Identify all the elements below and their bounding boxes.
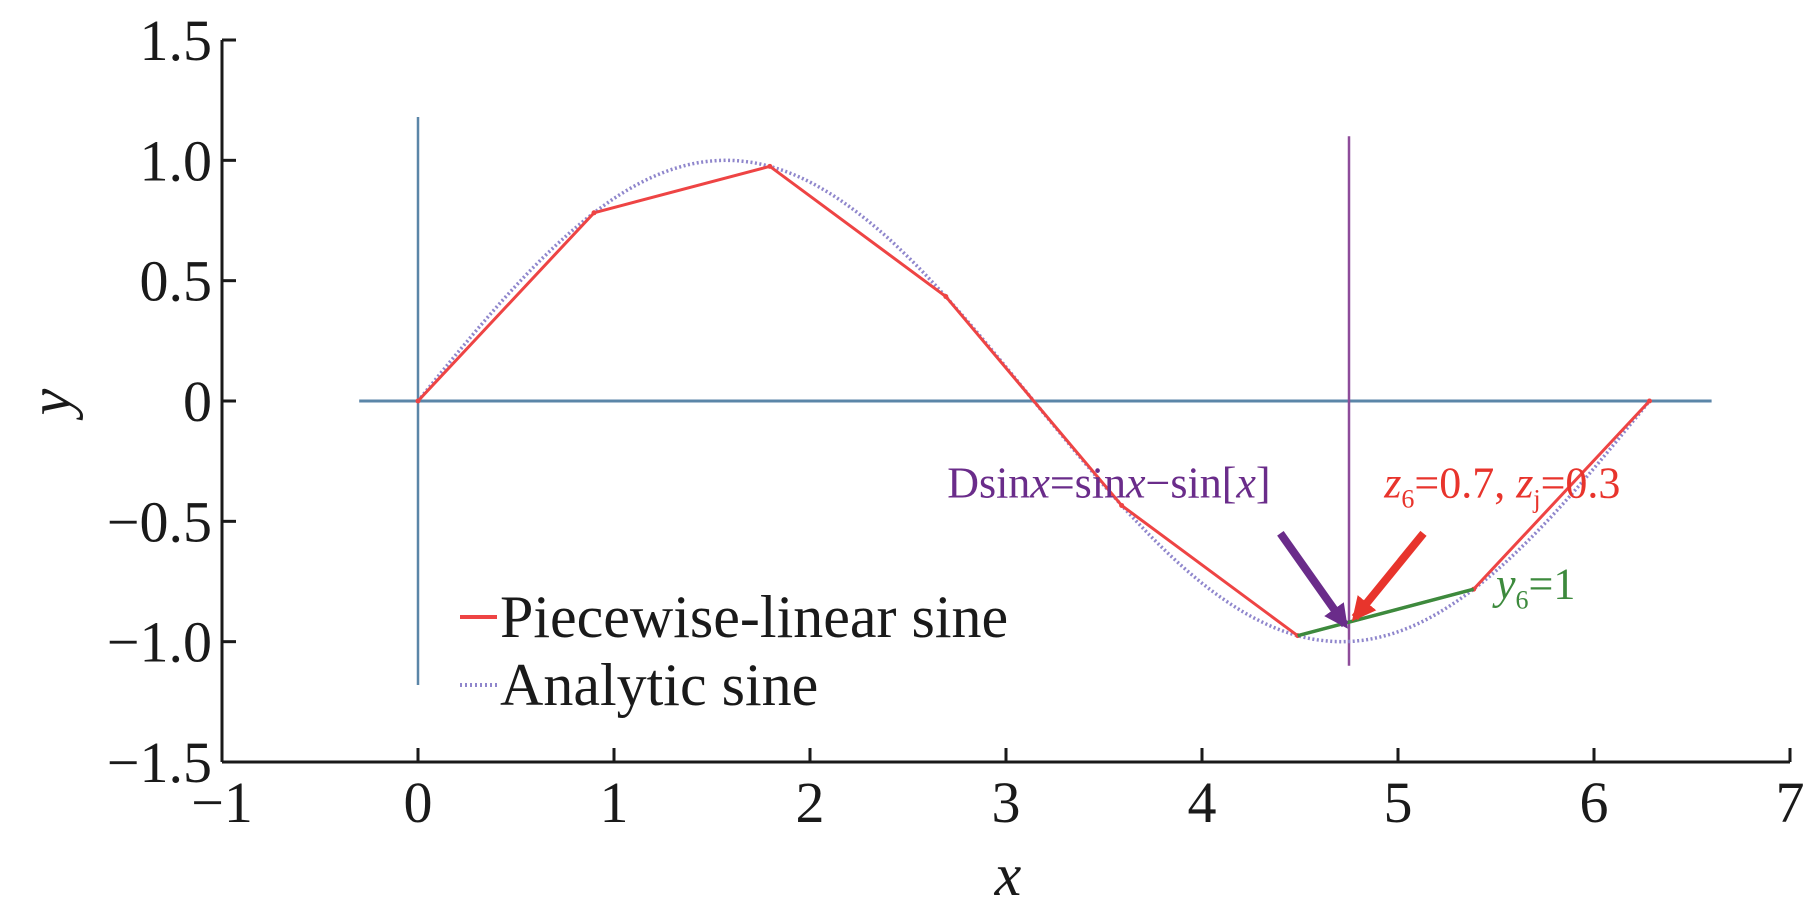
dsin-arrow	[1277, 531, 1349, 629]
y-tick-label: 0.5	[140, 249, 213, 314]
y-tick-label: 0	[183, 369, 212, 434]
legend-label-analytic: Analytic sine	[500, 652, 818, 718]
z-arrow	[1351, 530, 1427, 622]
y-tick-label: −0.5	[107, 489, 212, 554]
y-part-2: 6	[1516, 585, 1529, 614]
x-tick-label: 6	[1580, 770, 1609, 835]
x-tick-label: 0	[404, 770, 433, 835]
z-part-4: z	[1515, 458, 1533, 507]
z-part-6: =0.3	[1541, 458, 1621, 507]
y-tick-label: 1.0	[140, 128, 213, 193]
x-tick-label: 7	[1776, 770, 1805, 835]
dsin-part-6: x	[1235, 458, 1256, 507]
dsin-part-5: −sin[	[1146, 458, 1237, 507]
y-part-3: =1	[1529, 559, 1576, 608]
z-part-2: 6	[1401, 484, 1414, 513]
piecewise-vertex	[943, 294, 949, 300]
z-part-1: z	[1383, 458, 1401, 507]
z-annotation: z6=0.7, zj=0.3	[1383, 458, 1620, 513]
piecewise-vertex	[415, 398, 421, 404]
x-tick-label: −1	[191, 770, 253, 835]
legend: Piecewise-linear sine Analytic sine	[460, 584, 1008, 718]
x-tick-label: 5	[1384, 770, 1413, 835]
dsin-part-2: x	[1029, 458, 1050, 507]
dsin-part-7: ]	[1256, 458, 1271, 507]
x-tick-label: 4	[1188, 770, 1217, 835]
x-tick-label: 3	[992, 770, 1021, 835]
dsin-part-1: Dsin	[947, 458, 1030, 507]
y-part-1: y	[1492, 559, 1516, 608]
x-tick-label: 2	[796, 770, 825, 835]
piecewise-vertex	[767, 163, 773, 169]
dsin-part-4: x	[1125, 458, 1146, 507]
y-tick-label: −1.5	[107, 730, 212, 795]
y-annotation: y6=1	[1492, 559, 1575, 614]
x-axis-label: x	[994, 842, 1022, 901]
y-axis-label: y	[17, 388, 83, 421]
legend-label-piecewise: Piecewise-linear sine	[500, 584, 1008, 650]
annotation-arrows	[1277, 530, 1427, 629]
piecewise-vertex	[1646, 398, 1652, 404]
x-tick-label: 1	[600, 770, 629, 835]
dsin-part-3: =sin	[1050, 458, 1126, 507]
piecewise-vertex	[591, 210, 597, 216]
z-part-3: =0.7,	[1414, 458, 1516, 507]
z-part-5: j	[1532, 484, 1540, 513]
dsin-annotation: Dsinx=sinx−sin[x]	[947, 458, 1270, 507]
piecewise-vertex	[1119, 502, 1125, 508]
ticks: −1 0 1 2 3 4 5 6 7 −1.5 −1.0 −0.5 0 0.5 1.0 1.5	[107, 8, 1805, 835]
y-tick-label: −1.0	[107, 610, 212, 675]
y-tick-label: 1.5	[140, 8, 213, 73]
